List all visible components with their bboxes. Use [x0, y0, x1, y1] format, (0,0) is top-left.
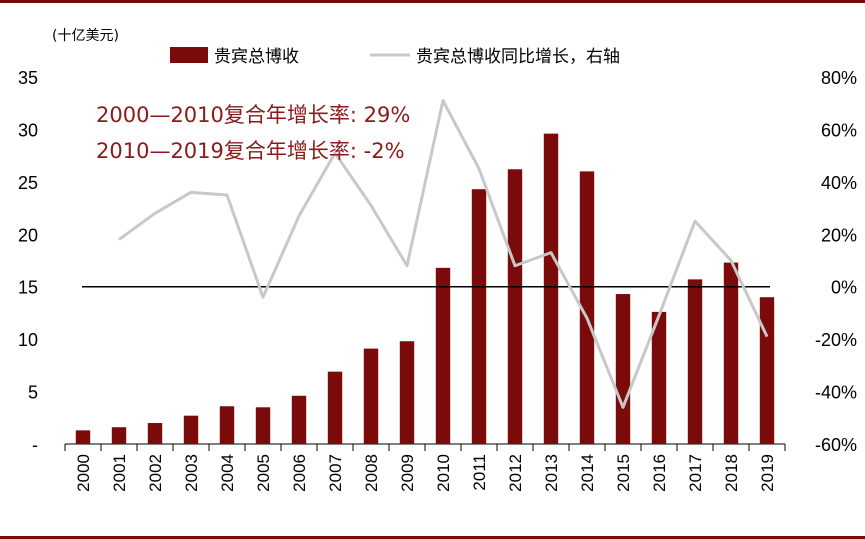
right-tick-label: -20% — [815, 330, 857, 350]
left-tick-label: 30 — [18, 120, 38, 140]
right-axis-ticks: -60% -40% -20% 0% 20% 40% 60% 80% — [815, 68, 857, 455]
bar — [579, 171, 595, 444]
growth-point — [190, 191, 192, 193]
growth-point — [622, 406, 624, 408]
right-tick-label: 0% — [831, 278, 857, 298]
growth-point — [406, 265, 408, 267]
growth-point — [154, 212, 156, 214]
left-tick-label: 35 — [18, 68, 38, 88]
x-tick-label: 2003 — [182, 454, 201, 492]
left-tick-label: 15 — [18, 278, 38, 298]
x-tick-label: 2014 — [578, 454, 597, 492]
right-tick-label: 40% — [821, 173, 857, 193]
bar — [147, 423, 163, 444]
bar — [471, 189, 487, 444]
left-tick-label: 25 — [18, 173, 38, 193]
growth-point — [442, 100, 444, 102]
bar — [111, 427, 127, 444]
x-tick-label: 2005 — [254, 454, 273, 492]
growth-point — [262, 296, 264, 298]
x-tick-label: 2000 — [74, 454, 93, 492]
legend-bar-swatch — [170, 47, 208, 63]
growth-line-series — [118, 99, 769, 409]
bar — [759, 297, 775, 444]
x-tick-label: 2011 — [470, 454, 489, 491]
growth-point — [370, 204, 372, 206]
x-tick-label: 2016 — [650, 454, 669, 492]
growth-point — [766, 336, 768, 338]
bar — [687, 279, 703, 444]
x-tick-label: 2012 — [506, 454, 525, 492]
right-tick-label: 80% — [821, 68, 857, 88]
cagr-annotation-2010-2019: 2010—2019复合年增长率: -2% — [96, 139, 405, 163]
growth-point — [478, 168, 480, 170]
legend: 贵宾总博收 贵宾总博收同比增长，右轴 — [170, 47, 620, 67]
bar — [435, 267, 451, 444]
growth-point — [550, 252, 552, 254]
x-tick-label: 2007 — [326, 454, 345, 492]
bar — [651, 311, 667, 444]
cagr-annotation-2000-2010: 2000—2010复合年增长率: 29% — [96, 103, 410, 127]
growth-point — [298, 215, 300, 217]
growth-point — [586, 317, 588, 319]
x-tick-label: 2018 — [722, 454, 741, 492]
bar-series — [75, 133, 775, 444]
x-tick-label: 2010 — [434, 454, 453, 492]
left-axis-ticks: - 5 10 15 20 25 30 35 — [18, 68, 38, 455]
x-tick-label: 2019 — [758, 454, 777, 492]
growth-point — [118, 239, 120, 241]
bar — [507, 169, 523, 444]
growth-point — [334, 152, 336, 154]
right-tick-label: -40% — [815, 383, 857, 403]
growth-point — [226, 194, 228, 196]
unit-label: (十亿美元) — [52, 28, 119, 44]
left-tick-label: - — [32, 435, 38, 455]
x-tick-label: 2001 — [110, 454, 129, 492]
x-tick-label: 2017 — [686, 454, 705, 492]
x-tick-label: 2008 — [362, 454, 381, 492]
bar — [327, 371, 343, 444]
bar — [183, 415, 199, 444]
bar — [399, 341, 415, 444]
legend-bar-label: 贵宾总博收 — [214, 47, 299, 67]
left-tick-label: 5 — [28, 383, 38, 403]
growth-point — [730, 260, 732, 261]
x-tick-label: 2015 — [614, 454, 633, 492]
x-tick-label: 2009 — [398, 454, 417, 492]
bar — [615, 294, 631, 444]
growth-point — [514, 265, 516, 267]
top-border — [0, 0, 865, 3]
left-tick-label: 20 — [18, 225, 38, 245]
left-tick-label: 10 — [18, 330, 38, 350]
x-tick-label: 2002 — [146, 454, 165, 492]
bar — [723, 262, 739, 444]
growth-point — [658, 315, 660, 317]
bar — [291, 395, 307, 444]
bottom-border — [0, 536, 865, 539]
x-tick-label: 2004 — [218, 454, 237, 492]
bar — [219, 406, 235, 444]
right-tick-label: 20% — [821, 225, 857, 245]
bar — [543, 133, 559, 444]
bar — [75, 430, 91, 444]
x-tick-label: 2013 — [542, 454, 561, 492]
x-tick-label: 2006 — [290, 454, 309, 492]
right-tick-label: -60% — [815, 435, 857, 455]
x-ticks: 2000 2001 2002 2003 2004 2005 2006 2007 2008 2009… — [64, 444, 786, 492]
legend-line-label: 贵宾总博收同比增长，右轴 — [416, 47, 620, 67]
right-tick-label: 60% — [821, 120, 857, 140]
bar — [363, 348, 379, 444]
growth-point — [694, 220, 696, 222]
bar — [255, 407, 271, 444]
